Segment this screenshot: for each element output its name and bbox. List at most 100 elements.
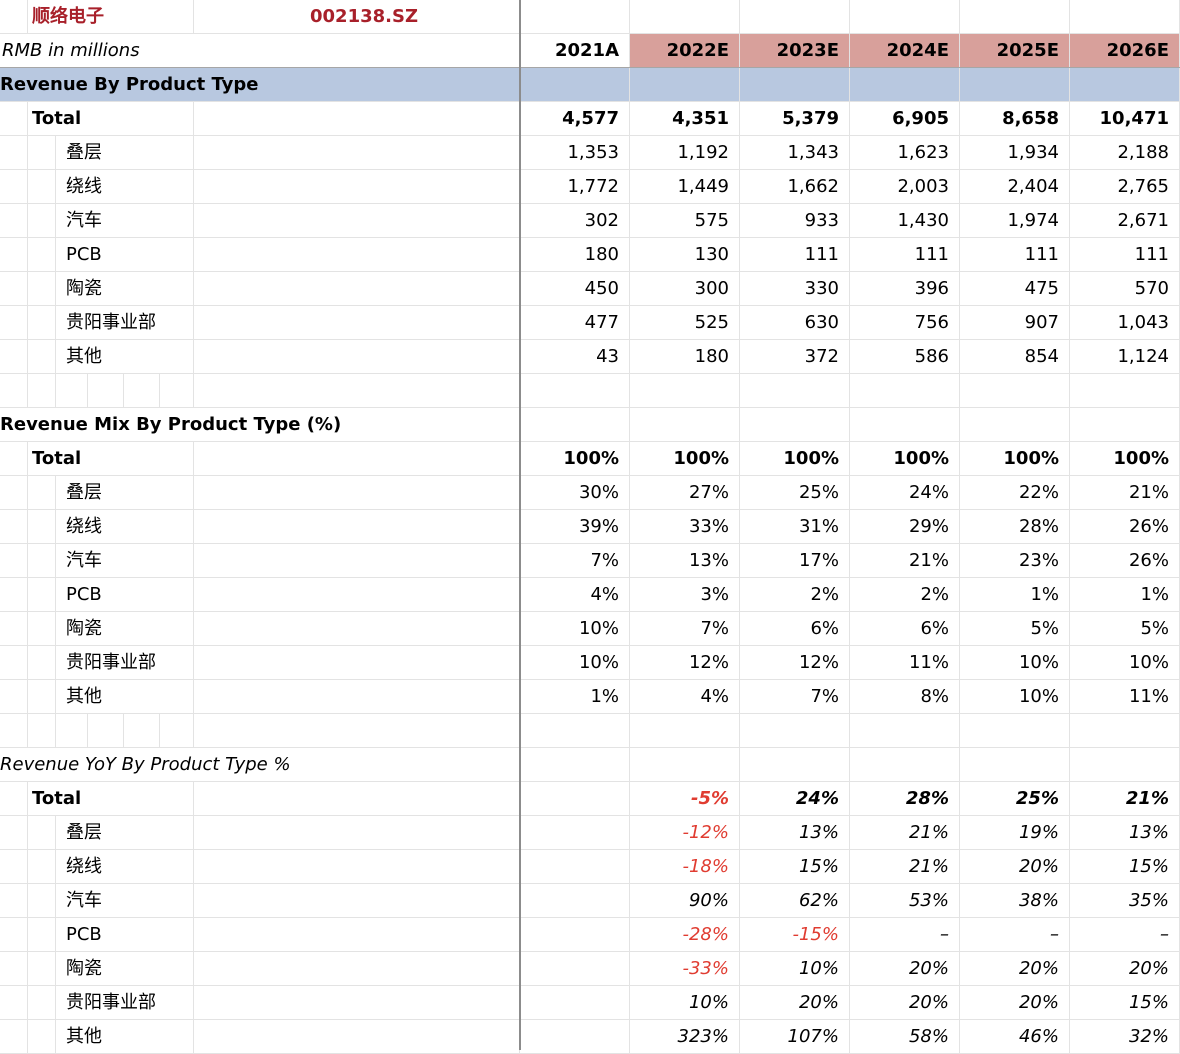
- value-cell[interactable]: 2,404: [960, 170, 1070, 204]
- value-cell[interactable]: 630: [740, 306, 850, 340]
- value-cell[interactable]: 30%: [520, 476, 630, 510]
- value-cell[interactable]: 53%: [850, 884, 960, 918]
- value-cell[interactable]: 111: [960, 238, 1070, 272]
- value-cell[interactable]: 2,671: [1070, 204, 1180, 238]
- value-cell[interactable]: 24%: [740, 782, 850, 816]
- value-cell[interactable]: 20%: [960, 952, 1070, 986]
- grid-cell[interactable]: [194, 578, 520, 612]
- grid-cell[interactable]: [194, 680, 520, 714]
- grid-cell[interactable]: [520, 714, 630, 748]
- grid-cell[interactable]: [0, 816, 28, 850]
- grid-cell[interactable]: [630, 374, 740, 408]
- grid-cell[interactable]: [88, 374, 124, 408]
- grid-cell[interactable]: [0, 442, 28, 476]
- grid-cell[interactable]: [850, 374, 960, 408]
- year-header[interactable]: 2022E: [630, 34, 740, 68]
- grid-cell[interactable]: [194, 238, 520, 272]
- grid-cell[interactable]: [1070, 408, 1180, 442]
- grid-cell[interactable]: [960, 408, 1070, 442]
- grid-cell[interactable]: [0, 952, 28, 986]
- grid-cell[interactable]: [0, 272, 28, 306]
- value-cell[interactable]: 19%: [960, 816, 1070, 850]
- grid-cell[interactable]: [194, 850, 520, 884]
- grid-cell[interactable]: [28, 340, 56, 374]
- value-cell[interactable]: [520, 850, 630, 884]
- value-cell[interactable]: 4%: [520, 578, 630, 612]
- value-cell[interactable]: 7%: [740, 680, 850, 714]
- value-cell[interactable]: [520, 918, 630, 952]
- value-cell[interactable]: 15%: [1070, 850, 1180, 884]
- value-cell[interactable]: 22%: [960, 476, 1070, 510]
- value-cell[interactable]: 28%: [850, 782, 960, 816]
- grid-cell[interactable]: [194, 136, 520, 170]
- value-cell[interactable]: 1%: [520, 680, 630, 714]
- year-header[interactable]: 2023E: [740, 34, 850, 68]
- grid-cell[interactable]: [88, 714, 124, 748]
- grid-cell[interactable]: [28, 306, 56, 340]
- value-cell[interactable]: 180: [520, 238, 630, 272]
- grid-cell[interactable]: [960, 68, 1070, 102]
- grid-cell[interactable]: [0, 238, 28, 272]
- grid-cell[interactable]: [0, 850, 28, 884]
- value-cell[interactable]: 20%: [850, 952, 960, 986]
- grid-cell[interactable]: [0, 102, 28, 136]
- value-cell[interactable]: 20%: [740, 986, 850, 1020]
- grid-cell[interactable]: [0, 646, 28, 680]
- value-cell[interactable]: 21%: [1070, 476, 1180, 510]
- value-cell[interactable]: 58%: [850, 1020, 960, 1054]
- grid-cell[interactable]: [850, 714, 960, 748]
- value-cell[interactable]: 10%: [960, 646, 1070, 680]
- grid-cell[interactable]: [0, 340, 28, 374]
- value-cell[interactable]: 575: [630, 204, 740, 238]
- value-cell[interactable]: -28%: [630, 918, 740, 952]
- value-cell[interactable]: 6%: [740, 612, 850, 646]
- grid-cell[interactable]: [850, 748, 960, 782]
- value-cell[interactable]: 24%: [850, 476, 960, 510]
- value-cell[interactable]: 100%: [520, 442, 630, 476]
- grid-cell[interactable]: [0, 680, 28, 714]
- grid-cell[interactable]: [960, 374, 1070, 408]
- grid-cell[interactable]: [124, 374, 160, 408]
- value-cell[interactable]: 1,043: [1070, 306, 1180, 340]
- value-cell[interactable]: 10%: [1070, 646, 1180, 680]
- value-cell[interactable]: 11%: [1070, 680, 1180, 714]
- value-cell[interactable]: 11%: [850, 646, 960, 680]
- value-cell[interactable]: 6%: [850, 612, 960, 646]
- grid-cell[interactable]: [28, 170, 56, 204]
- grid-cell[interactable]: [28, 578, 56, 612]
- value-cell[interactable]: 450: [520, 272, 630, 306]
- value-cell[interactable]: 4%: [630, 680, 740, 714]
- value-cell[interactable]: 25%: [960, 782, 1070, 816]
- value-cell[interactable]: -12%: [630, 816, 740, 850]
- grid-cell[interactable]: [520, 408, 630, 442]
- grid-cell[interactable]: [520, 68, 630, 102]
- grid-cell[interactable]: [28, 476, 56, 510]
- value-cell[interactable]: 100%: [1070, 442, 1180, 476]
- grid-cell[interactable]: [960, 748, 1070, 782]
- value-cell[interactable]: -18%: [630, 850, 740, 884]
- grid-cell[interactable]: [740, 408, 850, 442]
- grid-cell[interactable]: [0, 884, 28, 918]
- grid-cell[interactable]: [850, 408, 960, 442]
- value-cell[interactable]: 525: [630, 306, 740, 340]
- grid-cell[interactable]: [0, 136, 28, 170]
- value-cell[interactable]: 7%: [630, 612, 740, 646]
- value-cell[interactable]: 10,471: [1070, 102, 1180, 136]
- grid-cell[interactable]: [0, 1020, 28, 1054]
- year-header[interactable]: 2021A: [520, 34, 630, 68]
- grid-cell[interactable]: [194, 952, 520, 986]
- value-cell[interactable]: 26%: [1070, 544, 1180, 578]
- grid-cell[interactable]: [28, 952, 56, 986]
- grid-cell[interactable]: [194, 1020, 520, 1054]
- value-cell[interactable]: 933: [740, 204, 850, 238]
- value-cell[interactable]: [520, 884, 630, 918]
- grid-cell[interactable]: [630, 748, 740, 782]
- value-cell[interactable]: 1,772: [520, 170, 630, 204]
- grid-cell[interactable]: [160, 374, 194, 408]
- grid-cell[interactable]: [194, 918, 520, 952]
- value-cell[interactable]: 1,662: [740, 170, 850, 204]
- value-cell[interactable]: [520, 952, 630, 986]
- grid-cell[interactable]: [194, 510, 520, 544]
- grid-cell[interactable]: [194, 306, 520, 340]
- grid-cell[interactable]: [0, 170, 28, 204]
